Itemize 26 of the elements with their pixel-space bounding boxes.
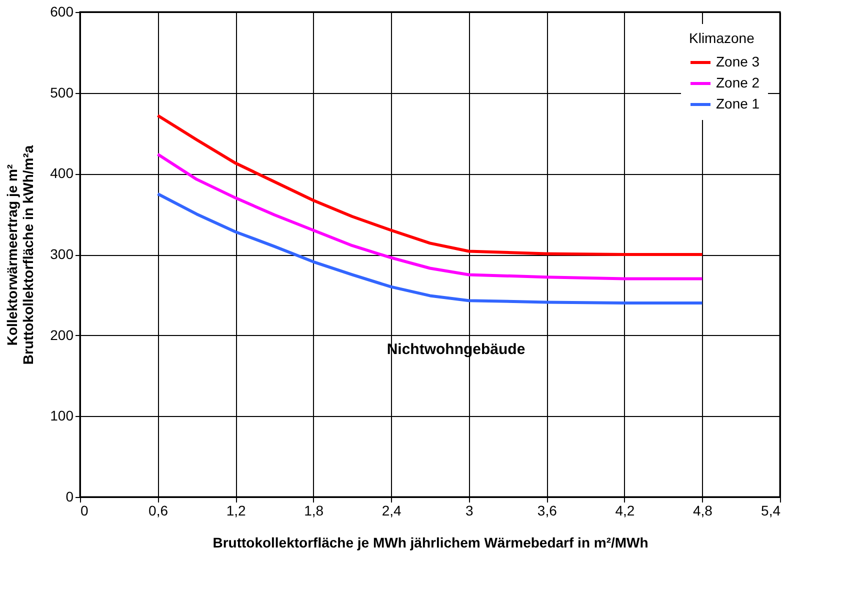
x-axis-title: Bruttokollektorfläche je MWh jährlichem Wärmebedarf in m²/MWh [212,534,648,550]
x-tick-label: 3,6 [537,502,558,518]
line-series [156,192,704,304]
legend-label: Zone 1 [716,96,760,112]
y-tick-label: 300 [50,246,74,262]
line-series [156,152,704,280]
y-tick-label: 0 [66,488,74,504]
x-tick-label: 5,4 [761,502,781,518]
x-tick-label: 2,4 [382,502,402,518]
legend-label: Zone 2 [716,74,760,90]
x-tick-label: 4,8 [692,502,713,518]
x-tick-label: 4,2 [615,502,635,518]
legend-title: Klimazone [689,30,755,46]
x-tick-label: 0,6 [148,502,168,518]
y-tick-label: 100 [50,408,74,424]
y-tick-label: 400 [50,165,74,182]
y-axis-title: Kollektorwärmeertrag je m² Bruttokollektorfläche in kWh/m²a [4,145,36,365]
y-tick-label: 600 [50,4,74,20]
legend-label: Zone 3 [716,54,760,70]
line-series [156,114,704,256]
y-tick-label: 500 [50,84,74,100]
x-tick-label: 0 [80,502,88,518]
x-tick-label: 1,2 [226,502,246,518]
y-tick-label: 200 [50,326,74,343]
x-tick-label: 1,8 [304,502,324,518]
x-tick-label: 3 [465,502,474,518]
